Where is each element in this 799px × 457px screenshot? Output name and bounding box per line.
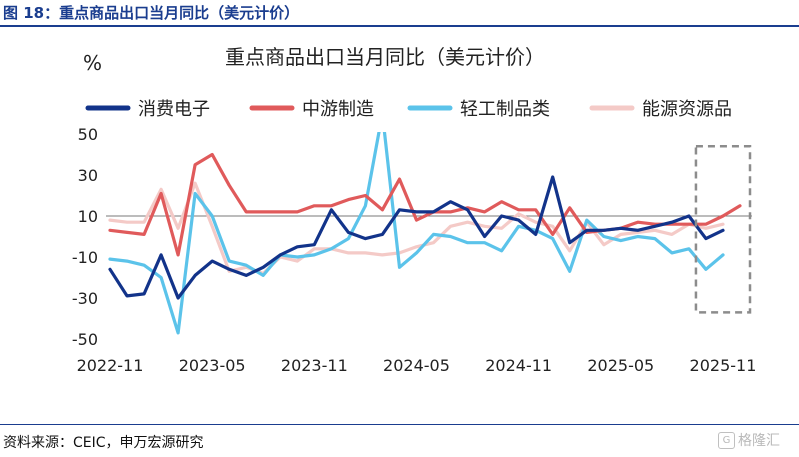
highlight-box — [694, 145, 752, 314]
chart: % 重点商品出口当月同比（美元计价） 消费电子 中游制造 轻工制品类 能源资源品 50… — [72, 45, 757, 375]
watermark-text: 格隆汇 — [738, 433, 780, 449]
chart-title: 重点商品出口当月同比（美元计价） — [225, 45, 545, 69]
watermark-logo-icon: G — [718, 431, 735, 449]
top-rule — [0, 25, 799, 27]
x-tick-label: 2025-05 — [587, 356, 654, 375]
legend: 消费电子 中游制造 轻工制品类 能源资源品 — [85, 99, 732, 120]
y-tick-label: 10 — [78, 207, 98, 226]
series-lines — [108, 132, 742, 335]
legend-label: 中游制造 — [302, 99, 374, 120]
x-tick-label: 2024-11 — [485, 356, 552, 375]
x-tick-label: 2023-05 — [179, 356, 246, 375]
legend-label: 消费电子 — [138, 99, 210, 120]
legend-label: 能源资源品 — [642, 99, 732, 120]
x-axis-ticks: 2022-11 2023-05 2023-11 2024-05 2024-11 2025-… — [77, 356, 757, 375]
x-tick-label: 2023-11 — [281, 356, 348, 375]
x-tick-label: 2022-11 — [77, 356, 144, 375]
legend-label: 轻工制品类 — [460, 99, 550, 120]
series-line — [108, 181, 725, 275]
x-tick-label: 2025-11 — [690, 356, 757, 375]
source-note: 资料来源：CEIC，申万宏源研究 — [3, 435, 204, 451]
watermark: G 格隆汇 — [718, 430, 780, 450]
y-axis-unit-label: % — [83, 51, 102, 75]
y-tick-label: -50 — [72, 330, 98, 349]
figure-title: 图 18：重点商品出口当月同比（美元计价） — [3, 4, 300, 22]
series-line — [108, 132, 725, 335]
x-tick-label: 2024-05 — [383, 356, 450, 375]
y-tick-label: 50 — [78, 125, 98, 144]
series-line — [108, 152, 742, 257]
series-line — [108, 175, 725, 300]
y-axis-ticks: 50 30 10 -10 -30 -50 — [72, 125, 98, 349]
y-tick-label: -30 — [72, 289, 98, 308]
bottom-rule — [0, 424, 799, 425]
y-tick-label: 30 — [78, 166, 98, 185]
y-tick-label: -10 — [72, 248, 98, 267]
